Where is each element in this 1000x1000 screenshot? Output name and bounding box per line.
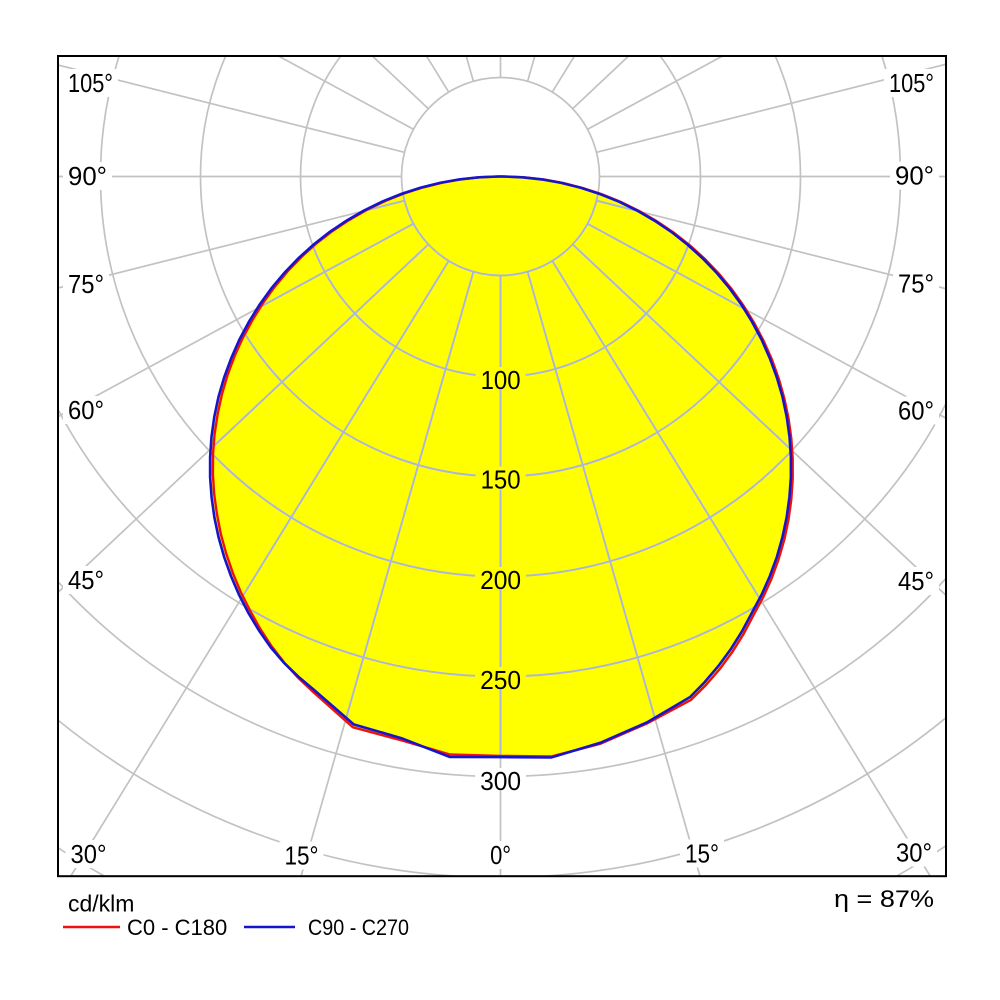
- svg-text:90°: 90°: [895, 161, 934, 191]
- svg-text:90°: 90°: [68, 161, 107, 191]
- svg-text:η = 87%: η = 87%: [834, 886, 934, 913]
- svg-text:75°: 75°: [68, 269, 104, 299]
- svg-text:cd/klm: cd/klm: [68, 891, 134, 917]
- svg-text:105°: 105°: [889, 68, 934, 98]
- svg-text:60°: 60°: [898, 396, 934, 426]
- svg-text:45°: 45°: [898, 566, 934, 596]
- svg-text:250: 250: [480, 665, 521, 695]
- svg-text:15°: 15°: [285, 841, 319, 871]
- svg-text:30°: 30°: [896, 838, 932, 868]
- svg-text:105°: 105°: [68, 68, 113, 98]
- svg-text:200: 200: [480, 565, 521, 595]
- svg-text:15°: 15°: [685, 839, 719, 869]
- svg-text:300: 300: [480, 766, 521, 796]
- svg-text:45°: 45°: [68, 565, 104, 595]
- svg-text:100: 100: [481, 365, 521, 395]
- svg-text:C90 - C270: C90 - C270: [308, 915, 409, 940]
- svg-text:150: 150: [481, 465, 521, 495]
- svg-text:C0 - C180: C0 - C180: [127, 915, 227, 940]
- svg-text:60°: 60°: [68, 395, 104, 425]
- svg-text:75°: 75°: [898, 269, 934, 299]
- svg-text:30°: 30°: [71, 839, 107, 869]
- svg-text:0°: 0°: [490, 840, 511, 870]
